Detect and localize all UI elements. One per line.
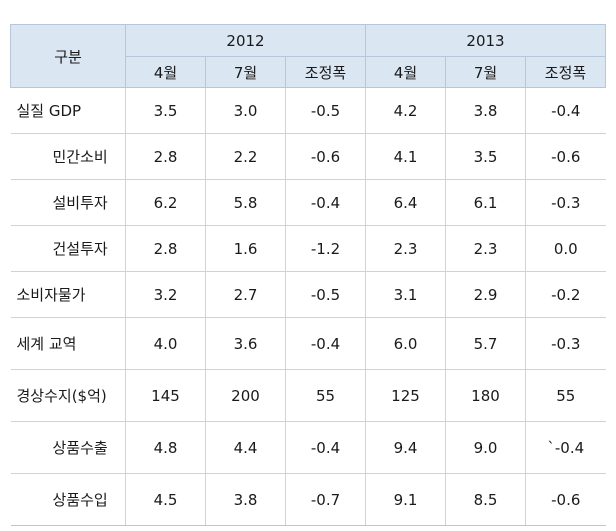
sub-header: 조정폭	[525, 56, 606, 88]
table-cell: 2.3	[365, 225, 446, 272]
year-header-2013: 2013	[365, 24, 606, 57]
table-cell: 4.2	[365, 87, 446, 134]
row-label: 실질 GDP	[10, 87, 126, 134]
table-cell: 4.8	[125, 421, 206, 474]
table-cell: 6.2	[125, 179, 206, 226]
table-row: 세계 교역 4.0 3.6 -0.4 6.0 5.7 -0.3	[10, 317, 606, 370]
table-cell: 3.0	[205, 87, 286, 134]
sub-header: 조정폭	[285, 56, 366, 88]
table-cell: -0.7	[285, 473, 366, 526]
table-cell: 3.5	[125, 87, 206, 134]
table-cell: 4.4	[205, 421, 286, 474]
forecast-table: 구분 2012 2013 4월 7월 조정폭 4월 7월 조정폭 실질 GDP …	[10, 24, 606, 526]
table-cell: 1.6	[205, 225, 286, 272]
row-label: 건설투자	[10, 225, 126, 272]
table-cell: 2.7	[205, 271, 286, 318]
table-row: 경상수지($억) 145 200 55 125 180 55	[10, 369, 606, 422]
table-cell: 4.0	[125, 317, 206, 370]
table-body: 실질 GDP 3.5 3.0 -0.5 4.2 3.8 -0.4 민간소비 2.…	[10, 87, 606, 526]
table-row: 상품수출 4.8 4.4 -0.4 9.4 9.0 `-0.4	[10, 421, 606, 474]
table-cell: 2.2	[205, 133, 286, 180]
table-cell: 2.8	[125, 133, 206, 180]
table-cell: 2.9	[445, 271, 526, 318]
table-row: 민간소비 2.8 2.2 -0.6 4.1 3.5 -0.6	[10, 133, 606, 180]
table-cell: 5.8	[205, 179, 286, 226]
table-cell: -0.5	[285, 271, 366, 318]
table-cell: 4.5	[125, 473, 206, 526]
table-cell: 2.3	[445, 225, 526, 272]
row-label: 경상수지($억)	[10, 369, 126, 422]
row-label: 상품수출	[10, 421, 126, 474]
row-label: 세계 교역	[10, 317, 126, 370]
table-cell: 3.5	[445, 133, 526, 180]
table-cell: 145	[125, 369, 206, 422]
row-label: 설비투자	[10, 179, 126, 226]
table-cell: 9.0	[445, 421, 526, 474]
table-cell: 8.5	[445, 473, 526, 526]
table-cell: -0.4	[285, 421, 366, 474]
table-cell: -0.3	[525, 179, 606, 226]
table-cell: -0.4	[285, 179, 366, 226]
table-cell: 125	[365, 369, 446, 422]
table-cell: `-0.4	[525, 421, 606, 474]
table-cell: 9.1	[365, 473, 446, 526]
table-row: 설비투자 6.2 5.8 -0.4 6.4 6.1 -0.3	[10, 179, 606, 226]
table-cell: 6.1	[445, 179, 526, 226]
table-cell: 3.1	[365, 271, 446, 318]
table-cell: -0.6	[525, 473, 606, 526]
table-cell: 200	[205, 369, 286, 422]
table-cell: 180	[445, 369, 526, 422]
sub-header: 7월	[205, 56, 286, 88]
table-row: 건설투자 2.8 1.6 -1.2 2.3 2.3 0.0	[10, 225, 606, 272]
table-cell: 6.4	[365, 179, 446, 226]
table-cell: 55	[525, 369, 606, 422]
row-label: 소비자물가	[10, 271, 126, 318]
row-label: 민간소비	[10, 133, 126, 180]
sub-header: 7월	[445, 56, 526, 88]
row-label: 상품수입	[10, 473, 126, 526]
table-row: 실질 GDP 3.5 3.0 -0.5 4.2 3.8 -0.4	[10, 87, 606, 134]
sub-header: 4월	[365, 56, 446, 88]
table-cell: 0.0	[525, 225, 606, 272]
table-cell: 5.7	[445, 317, 526, 370]
table-cell: 3.8	[445, 87, 526, 134]
table-cell: 9.4	[365, 421, 446, 474]
table-cell: 3.2	[125, 271, 206, 318]
table-row: 상품수입 4.5 3.8 -0.7 9.1 8.5 -0.6	[10, 473, 606, 526]
table-cell: -0.4	[285, 317, 366, 370]
table-cell: 55	[285, 369, 366, 422]
table-cell: 6.0	[365, 317, 446, 370]
table-cell: -0.6	[285, 133, 366, 180]
table-header: 구분 2012 2013 4월 7월 조정폭 4월 7월 조정폭	[10, 24, 606, 88]
table-cell: 4.1	[365, 133, 446, 180]
table-cell: -0.5	[285, 87, 366, 134]
year-header-2012: 2012	[125, 24, 366, 57]
table-cell: -0.6	[525, 133, 606, 180]
table-cell: -0.3	[525, 317, 606, 370]
sub-header: 4월	[125, 56, 206, 88]
table-cell: -0.2	[525, 271, 606, 318]
table-cell: 2.8	[125, 225, 206, 272]
table-row: 소비자물가 3.2 2.7 -0.5 3.1 2.9 -0.2	[10, 271, 606, 318]
table-cell: -1.2	[285, 225, 366, 272]
table-cell: 3.8	[205, 473, 286, 526]
corner-header: 구분	[10, 24, 126, 88]
table-cell: 3.6	[205, 317, 286, 370]
table-cell: -0.4	[525, 87, 606, 134]
